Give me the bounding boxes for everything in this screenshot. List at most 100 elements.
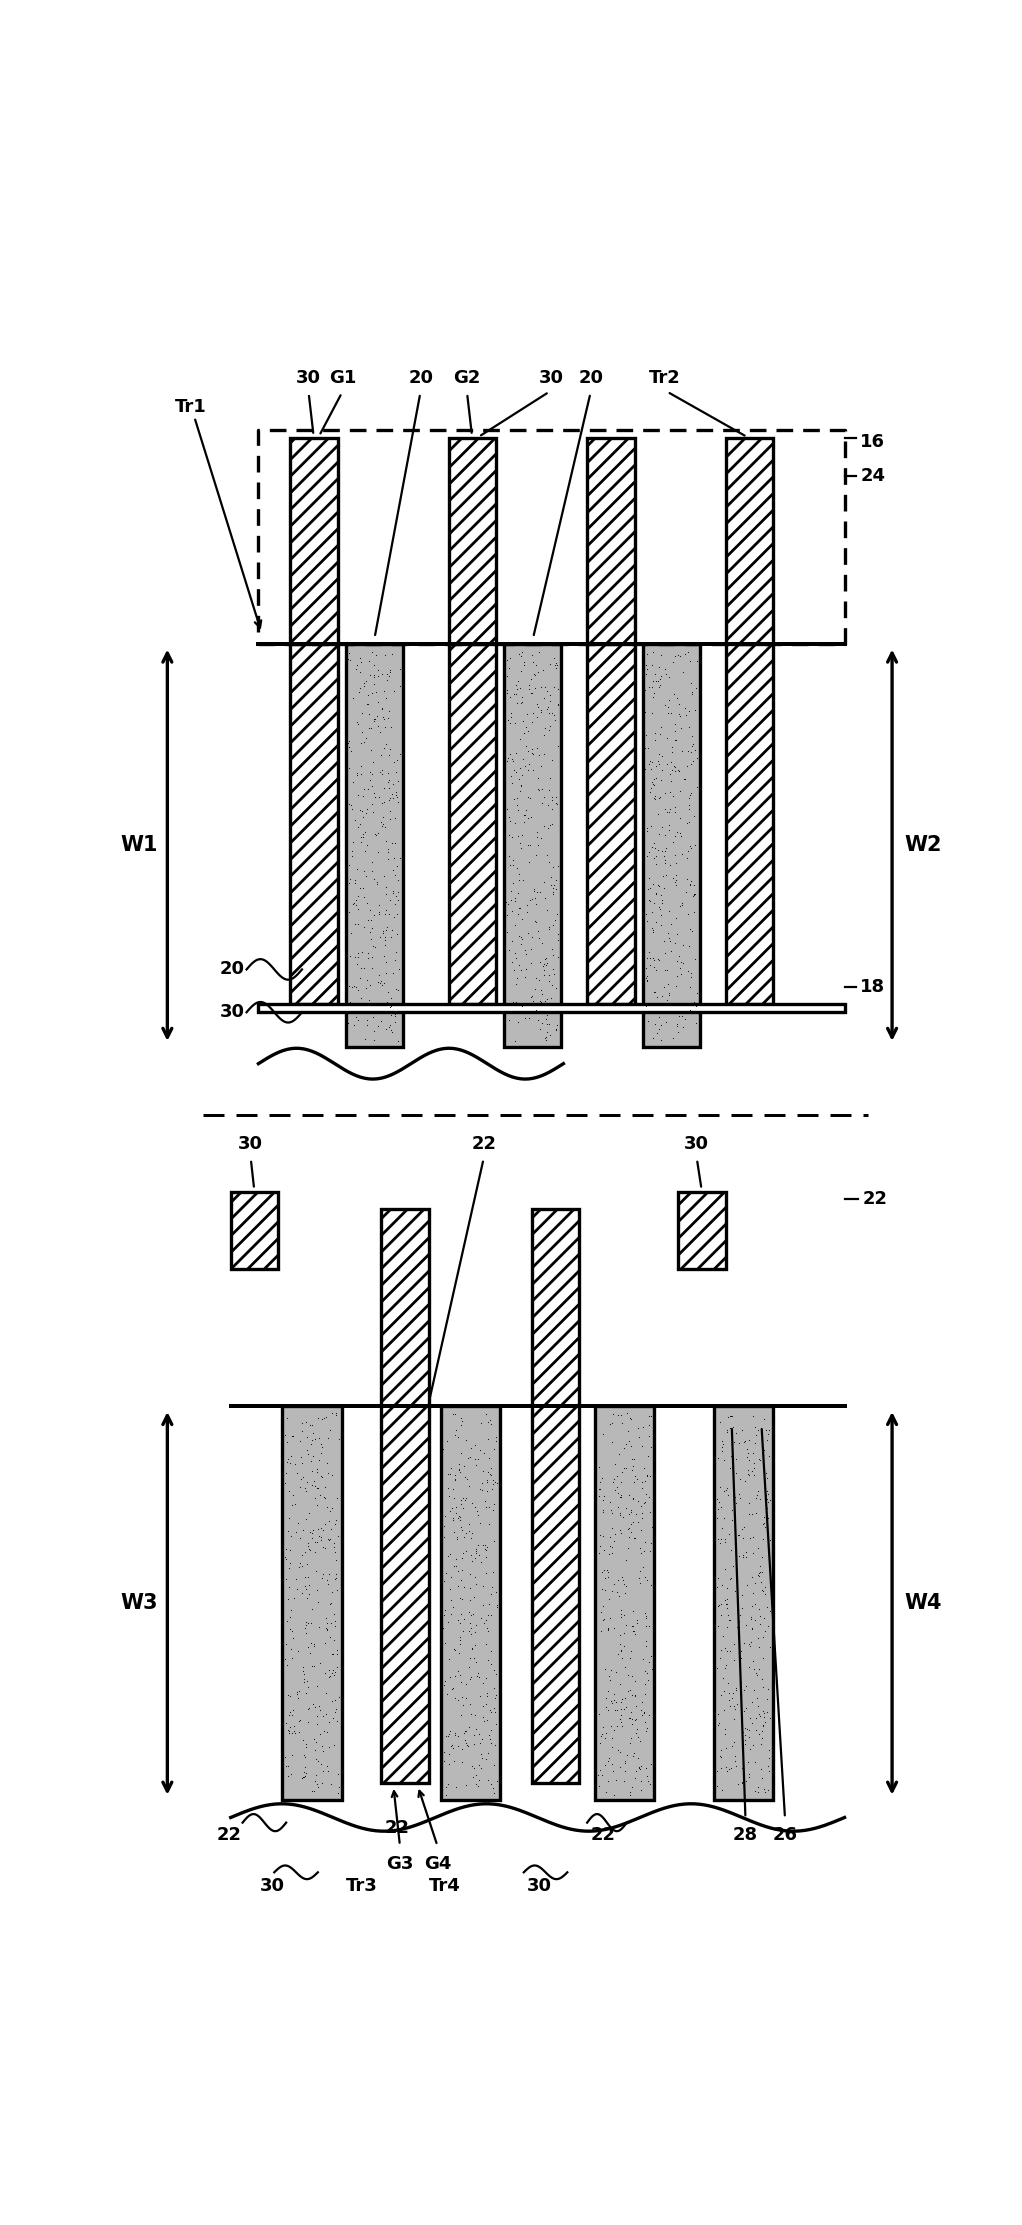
Point xyxy=(709,1560,726,1595)
Text: 22: 22 xyxy=(217,1827,241,1845)
Point xyxy=(310,1698,326,1733)
Point xyxy=(760,1484,777,1520)
Point xyxy=(524,977,541,1012)
Point xyxy=(638,1524,654,1560)
Point xyxy=(469,1658,485,1693)
Bar xyxy=(449,643,496,1003)
Point xyxy=(687,828,703,863)
Point xyxy=(682,643,698,679)
Point xyxy=(606,1517,622,1553)
Point xyxy=(469,1442,485,1477)
Point xyxy=(648,663,664,699)
Point xyxy=(597,1573,613,1609)
Point xyxy=(746,1426,762,1462)
Point xyxy=(388,917,405,952)
Point xyxy=(318,1675,334,1711)
Point xyxy=(755,1506,772,1542)
Point xyxy=(735,1520,751,1555)
Point xyxy=(667,750,684,785)
Point xyxy=(321,1620,337,1655)
Point xyxy=(722,1451,738,1486)
Point xyxy=(686,894,702,930)
Point xyxy=(617,1575,634,1611)
Point xyxy=(639,810,655,846)
Point xyxy=(592,1517,608,1553)
Point xyxy=(516,959,532,995)
Point xyxy=(512,721,528,756)
Point xyxy=(372,966,388,1001)
Point xyxy=(637,1484,653,1520)
Point xyxy=(652,779,668,814)
Point xyxy=(327,1609,343,1644)
Point xyxy=(543,859,559,894)
Point xyxy=(671,937,688,972)
Point xyxy=(541,912,557,948)
Point xyxy=(593,1613,609,1649)
Point xyxy=(507,805,523,841)
Point xyxy=(360,772,376,808)
Point xyxy=(653,763,669,799)
Point xyxy=(639,939,655,975)
Text: 22: 22 xyxy=(591,1827,615,1845)
Point xyxy=(515,861,531,897)
Point xyxy=(546,868,562,903)
Point xyxy=(518,937,535,972)
Point xyxy=(463,1631,479,1667)
Point xyxy=(478,1611,495,1646)
Point xyxy=(463,1695,479,1731)
Point xyxy=(435,1733,452,1769)
Point xyxy=(511,948,527,983)
Point xyxy=(541,712,557,748)
Point xyxy=(437,1555,454,1591)
Point xyxy=(612,1633,629,1669)
Point xyxy=(734,1413,750,1448)
Point xyxy=(525,752,542,788)
Point xyxy=(340,750,357,785)
Point xyxy=(624,1738,641,1773)
Point xyxy=(290,1633,307,1669)
Point xyxy=(625,1613,642,1649)
Point xyxy=(458,1667,474,1702)
Point xyxy=(749,1680,765,1715)
Point xyxy=(375,808,391,843)
Point xyxy=(505,983,521,1019)
Point xyxy=(455,1491,471,1526)
Point xyxy=(293,1440,310,1475)
Point xyxy=(732,1480,748,1515)
Point xyxy=(618,1738,635,1773)
Point xyxy=(277,1540,293,1575)
Point xyxy=(639,903,655,939)
Point xyxy=(643,808,659,843)
Point xyxy=(618,1542,635,1578)
Point xyxy=(379,701,396,736)
Point xyxy=(669,917,686,952)
Point xyxy=(712,1749,729,1784)
Point xyxy=(301,1408,318,1444)
Point xyxy=(283,1738,299,1773)
Point xyxy=(381,654,398,690)
Point xyxy=(300,1704,317,1740)
Point xyxy=(721,1598,737,1633)
Point xyxy=(318,1400,334,1435)
Point xyxy=(603,1653,619,1689)
Point xyxy=(383,1012,400,1048)
Point xyxy=(709,1769,726,1804)
Bar xyxy=(531,1210,579,1782)
Point xyxy=(737,1727,753,1762)
Point xyxy=(476,1435,493,1471)
Point xyxy=(752,1549,769,1584)
Point xyxy=(367,701,383,736)
Point xyxy=(370,1008,386,1044)
Point xyxy=(286,1715,303,1751)
Point xyxy=(752,1442,769,1477)
Point xyxy=(513,768,529,803)
Point xyxy=(464,1760,480,1796)
Point xyxy=(601,1535,617,1571)
Point xyxy=(675,999,691,1035)
Point xyxy=(366,659,382,694)
Point xyxy=(722,1675,738,1711)
Point xyxy=(726,1626,742,1662)
Point xyxy=(307,1773,323,1809)
Point xyxy=(541,957,557,992)
Point xyxy=(513,952,529,988)
